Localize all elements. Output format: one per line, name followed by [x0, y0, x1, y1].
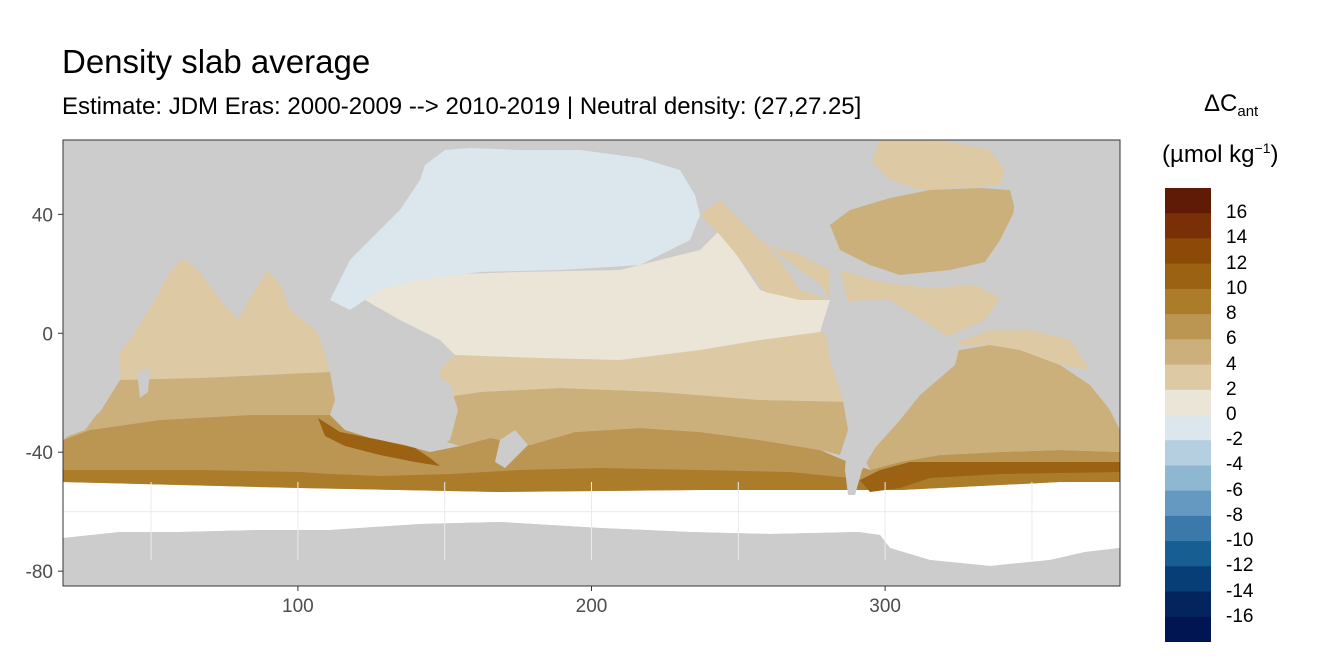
south-australia-dark	[318, 418, 440, 466]
legend-label: -2	[1226, 429, 1243, 451]
legend-label: -4	[1226, 454, 1243, 476]
legend-label: -10	[1226, 530, 1254, 552]
landmass-africa-south	[63, 352, 118, 438]
indian-ocean-south	[63, 372, 335, 440]
y-tick-label: 40	[32, 205, 53, 226]
landmass-greenland-europe	[1000, 140, 1120, 340]
landmass-south-america	[825, 300, 960, 495]
legend-swatch	[1165, 440, 1211, 466]
legend-label: 6	[1226, 328, 1237, 350]
map-subtitle: Estimate: JDM Eras: 2000-2009 --> 2010-2…	[62, 93, 862, 120]
legend-label: 0	[1226, 404, 1237, 425]
north-pacific	[330, 148, 700, 310]
legend-label: -6	[1226, 479, 1243, 501]
landmass-central-america	[760, 240, 830, 300]
landmass-new-zealand	[495, 430, 528, 468]
x-tick-label: 200	[576, 596, 608, 617]
landmass-greenland	[1030, 140, 1110, 215]
legend-label: 14	[1226, 227, 1248, 249]
legend-label: 4	[1226, 353, 1237, 375]
indian-ocean-north	[120, 258, 330, 380]
legend-colorbar	[1165, 188, 1211, 642]
legend-swatch	[1165, 339, 1211, 366]
legend-label: 8	[1226, 303, 1237, 325]
legend-swatch	[1165, 364, 1211, 391]
y-tick-label: -40	[26, 443, 53, 464]
y-axis: 40 0 -40 -80	[26, 205, 63, 583]
legend-swatch	[1165, 314, 1211, 340]
landmass-africa-east-edge	[1100, 340, 1120, 430]
arctic-seas	[870, 140, 1005, 190]
landmass-madagascar	[137, 368, 150, 398]
legend-swatch	[1165, 490, 1211, 517]
legend-swatch	[1165, 415, 1211, 441]
legend-label: -12	[1226, 555, 1254, 577]
eastern-tropical-atlantic	[950, 330, 1090, 370]
legend-swatch	[1165, 541, 1211, 567]
legend-swatch	[1165, 566, 1211, 593]
legend-label: -8	[1226, 504, 1243, 526]
legend-swatch	[1165, 389, 1211, 416]
y-tick-label: 0	[42, 324, 53, 345]
x-tick-label: 100	[282, 596, 314, 617]
legend-swatch	[1165, 465, 1211, 492]
legend-label: 16	[1226, 202, 1248, 224]
x-tick-label: 300	[869, 596, 901, 617]
landmass-australia	[335, 372, 458, 452]
legend-swatch	[1165, 263, 1211, 290]
legend-label: -16	[1226, 605, 1254, 627]
legend-label: 10	[1226, 277, 1248, 299]
legend-symbol: ΔCant	[1204, 90, 1259, 120]
landmass-africa-asia	[63, 140, 400, 352]
legend-label: 2	[1226, 378, 1237, 400]
legend-swatch	[1165, 515, 1211, 542]
gridlines	[63, 482, 1120, 560]
x-axis: 100 200 300	[282, 586, 901, 617]
legend-swatch	[1165, 213, 1211, 239]
tropical-pacific	[360, 230, 830, 360]
landmass-north-america	[680, 140, 880, 252]
north-atlantic	[830, 188, 1015, 275]
legend-swatch	[1165, 188, 1211, 214]
map-title: Density slab average	[62, 43, 371, 80]
legend-swatch	[1165, 591, 1211, 618]
legend-unit: (µmol kg−1)	[1162, 140, 1279, 168]
legend-swatch	[1165, 238, 1211, 265]
legend-title: ΔCant (µmol kg−1)	[1162, 86, 1322, 173]
legend-label: 12	[1226, 252, 1248, 274]
legend-swatch	[1165, 616, 1211, 642]
legend-label: -14	[1226, 580, 1254, 602]
legend-swatch	[1165, 288, 1211, 315]
subtropical-south-pacific	[440, 332, 860, 402]
south-pacific-mid	[440, 388, 858, 455]
y-tick-label: -80	[26, 562, 53, 583]
drake-passage-dark	[860, 462, 1120, 492]
